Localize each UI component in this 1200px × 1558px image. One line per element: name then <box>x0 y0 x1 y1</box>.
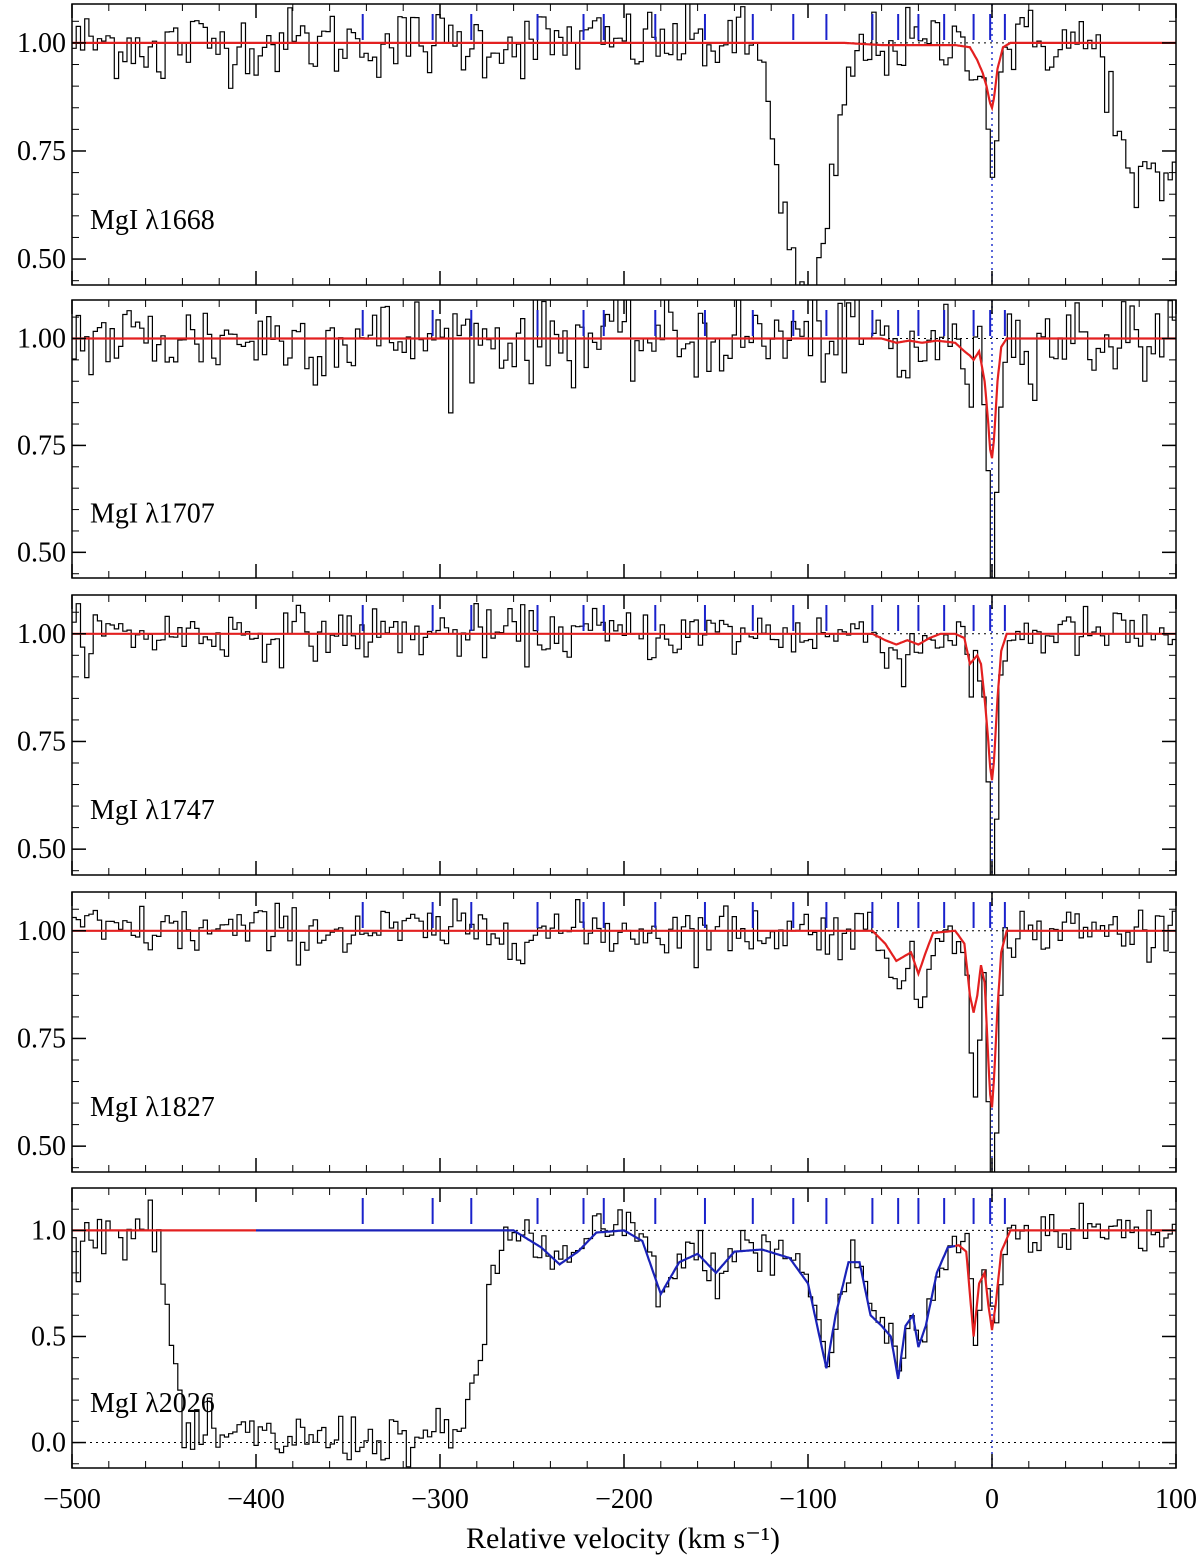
x-tick-label: −200 <box>595 1484 653 1515</box>
panel-4: 0.50 0.75 1.00 MgI λ1827 <box>17 891 1177 1173</box>
observed-spectrum <box>72 1199 1176 1468</box>
y-tick-label: 0.75 <box>17 726 66 757</box>
x-tick-label: −400 <box>227 1484 285 1515</box>
panel-label: MgI λ1747 <box>90 795 215 826</box>
panel-label: MgI λ1827 <box>90 1092 215 1123</box>
y-tick-label: 0.50 <box>17 244 66 275</box>
panel-frame <box>71 594 1177 876</box>
panel-label: MgI λ2026 <box>90 1388 215 1419</box>
y-tick-label: 1.00 <box>17 28 66 59</box>
model-fit <box>72 929 1176 1108</box>
y-tick-label: 1.00 <box>17 619 66 650</box>
model-fit-red <box>954 1229 1176 1337</box>
y-tick-label: 0.50 <box>17 537 66 568</box>
x-tick-label: 0 <box>985 1484 999 1515</box>
y-tick-label: 0.50 <box>17 834 66 865</box>
panel-frame <box>71 3 1177 286</box>
y-tick-label: 0.75 <box>17 430 66 461</box>
y-tick-label: 0.5 <box>31 1321 66 1352</box>
x-tick-label: 100 <box>1155 1484 1197 1515</box>
y-tick-label: 0.50 <box>17 1131 66 1162</box>
panel-2: 0.50 0.75 1.00 MgI λ1707 <box>17 299 1177 579</box>
observed-spectrum <box>72 4 1176 285</box>
x-axis-label: Relative velocity (km s⁻¹) <box>466 1522 780 1555</box>
y-tick-label: 0.75 <box>17 136 66 167</box>
y-tick-label: 1.00 <box>17 916 66 947</box>
panel-1: 0.50 0.75 1.00 MgI λ1668 <box>17 3 1177 286</box>
y-tick-label: 1.00 <box>17 323 66 354</box>
x-tick-label: −500 <box>43 1484 101 1515</box>
model-fit <box>72 632 1176 781</box>
observed-spectrum <box>72 603 1176 875</box>
x-tick-label: −100 <box>779 1484 837 1515</box>
panel-label: MgI λ1668 <box>90 205 215 236</box>
y-tick-label: 0.75 <box>17 1023 66 1054</box>
panel-5: 0.0 0.5 1.0 MgI λ2026 <box>31 1187 1177 1469</box>
model-fit <box>72 41 1176 112</box>
panel-label: MgI λ1707 <box>90 498 215 529</box>
x-tick-label: −300 <box>411 1484 469 1515</box>
model-fit <box>72 337 1176 459</box>
model-fit-blue <box>256 1229 956 1380</box>
observed-spectrum <box>72 300 1176 578</box>
observed-spectrum <box>72 898 1176 1172</box>
y-tick-label: 0.0 <box>31 1428 66 1459</box>
y-tick-label: 1.0 <box>31 1215 66 1246</box>
panel-3: 0.50 0.75 1.00 MgI λ1747 <box>17 594 1177 876</box>
